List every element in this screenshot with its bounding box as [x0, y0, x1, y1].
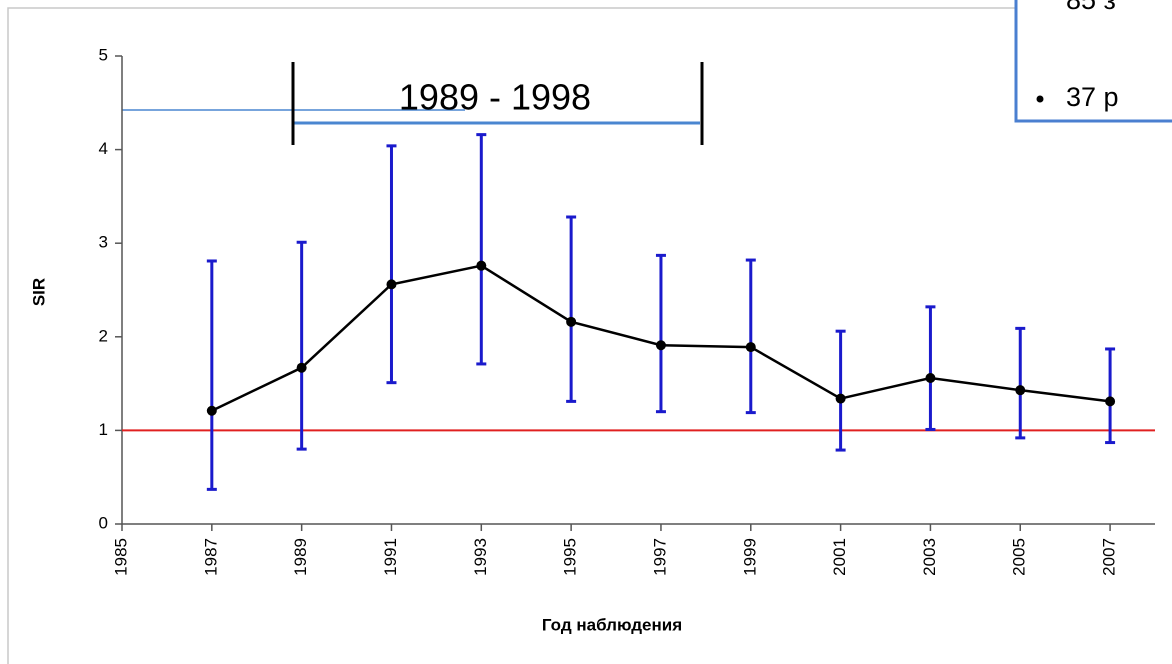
error-bar: [655, 253, 666, 414]
x-tick-label: 2003: [920, 538, 939, 576]
chart-frame: [7, 7, 1172, 664]
x-tick-label: 1995: [561, 538, 580, 576]
plot: 0 1 2 3 4 5 1985 1987 1989 1991 1993 1995 1997 1999 20…: [99, 45, 1155, 576]
point: [745, 342, 756, 353]
x-tick-label: 1989: [291, 538, 310, 576]
y-tick-label: 0: [99, 513, 108, 532]
x-tick-label: 1991: [381, 538, 400, 576]
x-tick-label: 1997: [650, 538, 669, 576]
point: [566, 316, 577, 327]
y-tick-label: 3: [99, 233, 108, 252]
error-bar: [476, 133, 487, 366]
x-tick-label: 1993: [471, 538, 490, 576]
point: [835, 393, 846, 404]
error-bar: [566, 215, 577, 403]
y-tick-label: 1: [99, 420, 108, 439]
error-bar: [745, 258, 756, 415]
annotation: 1989 - 1998: [399, 77, 591, 118]
error-bar: [206, 259, 217, 491]
x-tick-label: 2001: [830, 538, 849, 576]
error-bar: [386, 144, 397, 385]
y-axis-title: SIR: [29, 278, 48, 306]
error-bar: [1015, 326, 1026, 440]
bullet: [1036, 95, 1044, 103]
y-tick-label: 2: [99, 326, 108, 345]
overlay-text: 37 р: [1066, 82, 1119, 112]
point: [1105, 396, 1116, 407]
point: [206, 405, 217, 416]
x-tick-label: 2005: [1010, 538, 1029, 576]
overlay-text: 85 з: [1066, 0, 1116, 15]
x-axis-title: Год наблюдения: [542, 615, 682, 634]
point: [476, 260, 487, 271]
error-bar: [296, 240, 307, 451]
x-tick-label: 2007: [1100, 538, 1119, 576]
point: [1015, 385, 1026, 396]
y-tick-label: 5: [99, 45, 108, 64]
point: [925, 372, 936, 383]
x-tick-label: 1985: [111, 538, 130, 576]
y-tick-label: 4: [99, 139, 108, 158]
error-bar: [835, 329, 846, 452]
error-bar: [1105, 347, 1116, 445]
point: [296, 362, 307, 373]
point: [655, 340, 666, 351]
x-tick-label: 1987: [201, 538, 220, 576]
error-bar: [925, 305, 936, 431]
x-tick-label: 1999: [740, 538, 759, 576]
point: [386, 279, 397, 290]
